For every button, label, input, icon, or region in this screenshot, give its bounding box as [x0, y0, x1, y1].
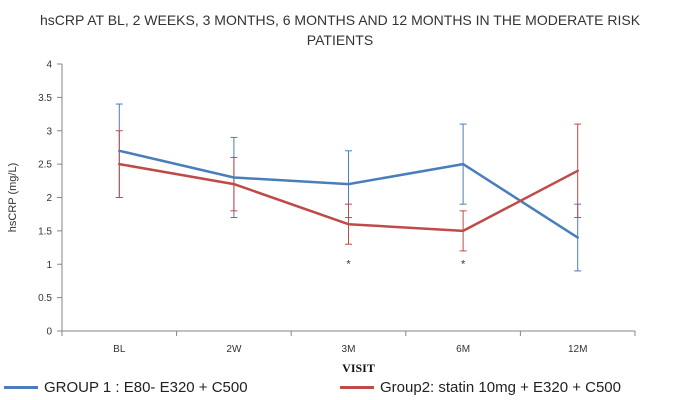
legend-label-group2: Group2: statin 10mg + E320 + C500 [380, 378, 621, 396]
series-line-2 [118, 162, 579, 233]
y-tick-label: 1.5 [38, 226, 52, 237]
series-line-1 [118, 149, 579, 239]
chart-title-line-1: hsCRP AT BL, 2 WEEKS, 3 MONTHS, 6 MONTHS… [40, 12, 641, 28]
significance-marker: * [461, 258, 466, 270]
x-tick-label: 2W [226, 344, 242, 355]
error-bars [115, 103, 582, 272]
legend-swatch-group2 [340, 385, 374, 389]
chart-title-line-2: PATIENTS [306, 32, 374, 48]
legend: GROUP 1 : E80- E320 + C500 Group2: stati… [0, 376, 683, 398]
y-tick-label: 4 [46, 60, 52, 71]
chart-title: hsCRP AT BL, 2 WEEKS, 3 MONTHS, 6 MONTHS… [40, 10, 640, 50]
y-tick-label: 2.5 [38, 160, 52, 171]
series-lines [118, 149, 579, 239]
y-tick-label: 0 [46, 327, 52, 338]
x-axis-title: VISIT [342, 361, 375, 375]
y-axis-title: hsCRP (mg/L) [7, 163, 19, 232]
x-tick-label: BL [113, 344, 126, 355]
y-tick-label: 1 [46, 260, 52, 271]
legend-item-group1: GROUP 1 : E80- E320 + C500 [4, 376, 248, 398]
y-tick-label: 2 [46, 193, 52, 204]
legend-swatch-group1 [4, 385, 38, 389]
significance-marker: * [346, 258, 351, 270]
annotations: * * [346, 258, 466, 270]
y-tick-label: 3.5 [38, 93, 52, 104]
y-tick-label: 0.5 [38, 293, 52, 304]
x-tick-label: 12M [568, 344, 587, 355]
x-tick-label: 6M [456, 344, 470, 355]
y-tick-label: 3 [46, 126, 52, 137]
legend-item-group2: Group2: statin 10mg + E320 + C500 [340, 376, 621, 398]
legend-label-group1: GROUP 1 : E80- E320 + C500 [44, 378, 248, 396]
axes: 0 0.5 1 1.5 2 2.5 3 3.5 4 BL 2W 3M 6M 12M [38, 60, 636, 355]
x-tick-label: 3M [342, 344, 356, 355]
